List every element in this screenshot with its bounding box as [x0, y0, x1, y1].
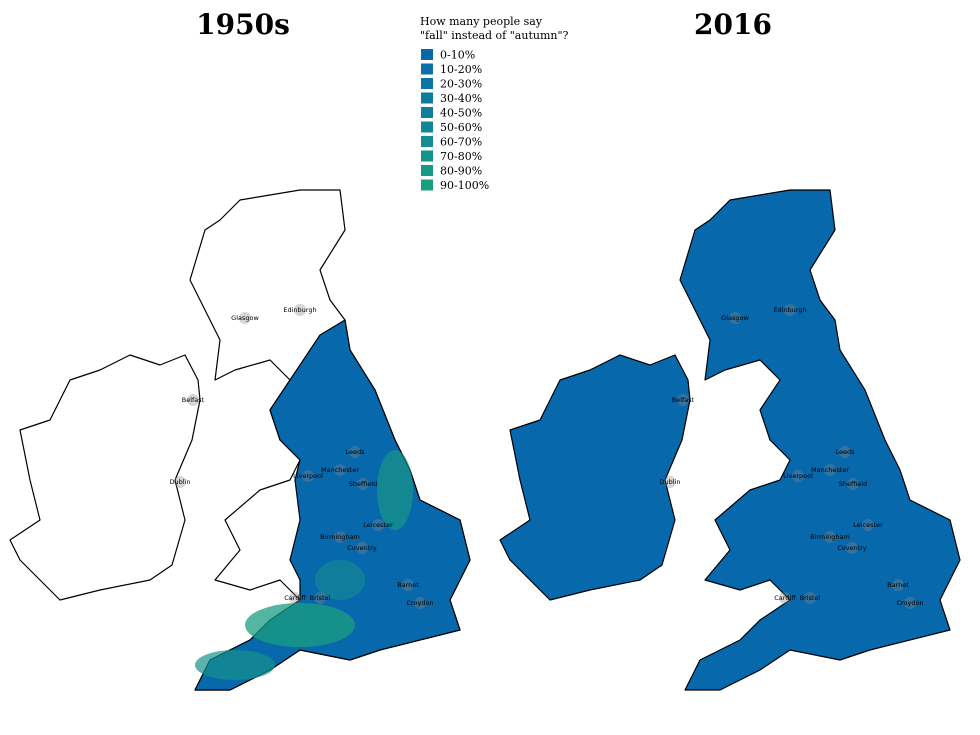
legend-label: 90-100%	[440, 179, 489, 192]
city-label: Barnet	[397, 581, 419, 589]
legend-swatch	[421, 78, 433, 89]
city-label: Leeds	[835, 448, 855, 456]
city-area	[402, 579, 414, 591]
city-area	[904, 597, 916, 609]
green-patch	[245, 603, 355, 647]
legend-swatch	[421, 179, 433, 191]
city-label: Belfast	[182, 396, 205, 404]
city-label: Coventry	[347, 544, 377, 552]
city-area	[356, 542, 368, 554]
city-area	[846, 542, 858, 554]
legend-swatch	[421, 63, 433, 75]
city-label: Cardiff	[774, 594, 796, 602]
city-label: Glasgow	[721, 314, 749, 322]
city-area	[892, 579, 904, 591]
city-area	[239, 312, 251, 324]
city-label: Sheffield	[349, 480, 377, 488]
city-area	[804, 592, 816, 604]
city-label: Dublin	[660, 478, 681, 486]
city-area	[349, 446, 361, 458]
city-label: Bristol	[310, 594, 331, 602]
city-label: Edinburgh	[773, 306, 806, 314]
legend-swatch	[421, 92, 433, 104]
map-1950s: 1950s	[9, 8, 471, 691]
city-area	[824, 531, 836, 543]
city-label: Edinburgh	[283, 306, 316, 314]
city-area	[847, 478, 859, 490]
city-label: Birmingham	[320, 533, 360, 541]
legend-label: 80-90%	[440, 165, 482, 178]
green-patch	[315, 560, 365, 600]
city-area	[664, 476, 676, 488]
legend-label: 60-70%	[440, 136, 482, 149]
city-label: Croydon	[896, 599, 923, 607]
city-label: Bristol	[800, 594, 821, 602]
city-area	[314, 592, 326, 604]
city-area	[174, 476, 186, 488]
green-patch	[195, 650, 275, 680]
legend-label: 40-50%	[440, 107, 482, 120]
city-label: Coventry	[837, 544, 867, 552]
legend-swatch	[421, 121, 433, 133]
city-area	[677, 394, 689, 406]
legend-swatch	[421, 165, 433, 176]
legend-title: "fall" instead of "autumn"?	[420, 29, 569, 42]
city-area	[784, 304, 796, 316]
legend-swatch	[421, 107, 433, 118]
city-label: Cardiff	[284, 594, 306, 602]
map-title: 1950s	[196, 8, 290, 41]
city-area	[729, 312, 741, 324]
city-area	[779, 592, 791, 604]
legend-swatch	[421, 136, 433, 147]
city-label: Dublin	[170, 478, 191, 486]
city-area	[187, 394, 199, 406]
legend-label: 30-40%	[440, 92, 482, 105]
city-area	[302, 470, 314, 482]
legend-label: 10-20%	[440, 63, 482, 76]
map-title: 2016	[694, 8, 772, 41]
city-area	[334, 464, 346, 476]
great-britain	[679, 189, 961, 691]
city-area	[862, 519, 874, 531]
legend-label: 70-80%	[440, 150, 482, 163]
legend-label: 0-10%	[440, 49, 475, 62]
city-label: Belfast	[672, 396, 695, 404]
legend-label: 50-60%	[440, 121, 482, 134]
city-area	[334, 531, 346, 543]
city-label: Croydon	[406, 599, 433, 607]
city-label: Barnet	[887, 581, 909, 589]
city-label: Liverpool	[783, 472, 813, 480]
city-area	[414, 597, 426, 609]
green-patch	[377, 450, 413, 530]
city-label: Manchester	[811, 466, 849, 474]
city-area	[839, 446, 851, 458]
city-area	[357, 478, 369, 490]
city-area	[372, 519, 384, 531]
city-area	[294, 304, 306, 316]
city-label: Birmingham	[810, 533, 850, 541]
city-label: Leicester	[853, 521, 883, 529]
city-area	[289, 592, 301, 604]
legend-swatch	[421, 150, 433, 162]
city-label: Liverpool	[293, 472, 323, 480]
legend-title: How many people say	[420, 15, 543, 28]
city-area	[824, 464, 836, 476]
legend-swatch	[421, 49, 433, 60]
city-label: Glasgow	[231, 314, 259, 322]
legend: How many people say "fall" instead of "a…	[420, 15, 569, 192]
city-area	[792, 470, 804, 482]
map-2016: 2016	[499, 8, 961, 691]
city-label: Manchester	[321, 466, 359, 474]
city-label: Leeds	[345, 448, 365, 456]
city-label: Sheffield	[839, 480, 867, 488]
city-label: Leicester	[363, 521, 393, 529]
legend-label: 20-30%	[440, 78, 482, 91]
